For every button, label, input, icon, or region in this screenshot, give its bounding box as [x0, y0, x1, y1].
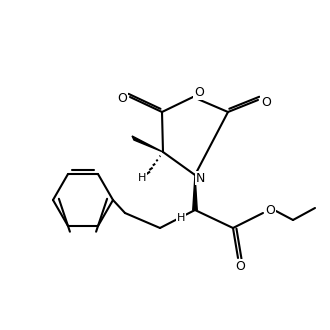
Text: H: H: [138, 173, 146, 183]
Text: O: O: [265, 204, 275, 216]
Text: N: N: [195, 172, 205, 184]
Text: H: H: [177, 213, 185, 223]
Text: O: O: [117, 92, 127, 106]
Polygon shape: [132, 136, 163, 152]
Text: O: O: [194, 86, 204, 100]
Text: O: O: [261, 95, 271, 109]
Text: O: O: [235, 259, 245, 273]
Polygon shape: [193, 175, 197, 210]
